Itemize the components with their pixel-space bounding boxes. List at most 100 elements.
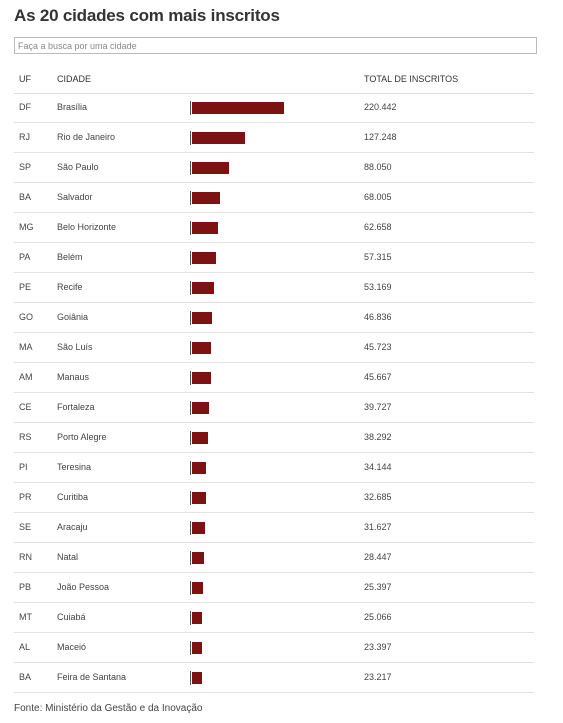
- row-city: Natal: [57, 552, 79, 562]
- table-row: CE Fortaleza 39.727: [14, 393, 534, 423]
- row-city: Porto Alegre: [57, 432, 107, 442]
- table-row: MG Belo Horizonte 62.658: [14, 213, 534, 243]
- row-uf: SE: [19, 522, 32, 532]
- bar: [190, 281, 214, 295]
- header-divider: [14, 93, 534, 94]
- row-total: 53.169: [364, 282, 392, 292]
- bar: [190, 461, 206, 475]
- bar: [190, 251, 216, 265]
- row-uf: PI: [19, 462, 28, 472]
- bar: [190, 401, 209, 415]
- row-city: Salvador: [57, 192, 93, 202]
- table-row: PI Teresina 34.144: [14, 453, 534, 483]
- row-total: 88.050: [364, 162, 392, 172]
- row-uf: MG: [19, 222, 34, 232]
- column-header-city: CIDADE: [57, 74, 92, 84]
- bar: [190, 521, 205, 535]
- row-city: João Pessoa: [57, 582, 110, 592]
- row-uf: PA: [19, 252, 31, 262]
- row-uf: BA: [19, 672, 32, 682]
- table-row: GO Goiânia 46.836: [14, 303, 534, 333]
- bar: [190, 221, 218, 235]
- table-row: SE Aracaju 31.627: [14, 513, 534, 543]
- bar: [190, 311, 212, 325]
- row-uf: CE: [19, 402, 32, 412]
- table-row: RN Natal 28.447: [14, 543, 534, 573]
- row-uf: RJ: [19, 132, 30, 142]
- row-uf: SP: [19, 162, 32, 172]
- row-city: Curitiba: [57, 492, 89, 502]
- bar: [190, 191, 220, 205]
- row-city: Goiânia: [57, 312, 89, 322]
- bar: [190, 671, 202, 685]
- table-row: MA São Luís 45.723: [14, 333, 534, 363]
- table-row: AL Maceió 23.397: [14, 633, 534, 663]
- bar: [190, 161, 229, 175]
- row-city: São Luís: [57, 342, 93, 352]
- row-city: Recife: [57, 282, 83, 292]
- table-row: BA Feira de Santana 23.217: [14, 663, 534, 693]
- row-total: 62.658: [364, 222, 392, 232]
- row-total: 45.667: [364, 372, 392, 382]
- city-table: DF Brasília 220.442 RJ Rio de Janeiro 127.248…: [14, 93, 534, 693]
- row-total: 39.727: [364, 402, 392, 412]
- row-total: 220.442: [364, 102, 397, 112]
- row-total: 31.627: [364, 522, 392, 532]
- row-total: 68.005: [364, 192, 392, 202]
- table-row: RJ Rio de Janeiro 127.248: [14, 123, 534, 153]
- column-header-total: TOTAL DE INSCRITOS: [364, 74, 459, 84]
- row-city: Aracaju: [57, 522, 88, 532]
- row-uf: GO: [19, 312, 34, 322]
- row-uf: PR: [19, 492, 32, 502]
- row-city: Teresina: [57, 462, 92, 472]
- table-row: RS Porto Alegre 38.292: [14, 423, 534, 453]
- row-uf: PB: [19, 582, 32, 592]
- row-city: Fortaleza: [57, 402, 95, 412]
- bar: [190, 551, 204, 565]
- row-city: Manaus: [57, 372, 90, 382]
- bar: [190, 581, 203, 595]
- table-row: DF Brasília 220.442: [14, 93, 534, 123]
- table-row: BA Salvador 68.005: [14, 183, 534, 213]
- row-total: 46.836: [364, 312, 392, 322]
- bar: [190, 611, 202, 625]
- bar: [190, 491, 206, 505]
- row-city: Belo Horizonte: [57, 222, 117, 232]
- table-row: PE Recife 53.169: [14, 273, 534, 303]
- row-total: 45.723: [364, 342, 392, 352]
- table-row: PR Curitiba 32.685: [14, 483, 534, 513]
- table-row: PB João Pessoa 25.397: [14, 573, 534, 603]
- row-uf: AL: [19, 642, 31, 652]
- row-total: 25.066: [364, 612, 392, 622]
- row-total: 23.397: [364, 642, 392, 652]
- row-total: 57.315: [364, 252, 392, 262]
- row-total: 25.397: [364, 582, 392, 592]
- row-total: 127.248: [364, 132, 397, 142]
- row-uf: MA: [19, 342, 33, 352]
- bar: [190, 371, 211, 385]
- bar: [190, 431, 208, 445]
- row-total: 28.447: [364, 552, 392, 562]
- table-row: SP São Paulo 88.050: [14, 153, 534, 183]
- row-uf: RS: [19, 432, 32, 442]
- row-total: 34.144: [364, 462, 392, 472]
- row-city: Belém: [57, 252, 83, 262]
- row-uf: MT: [19, 612, 32, 622]
- row-city: São Paulo: [57, 162, 99, 172]
- row-city: Rio de Janeiro: [57, 132, 116, 142]
- row-uf: PE: [19, 282, 32, 292]
- bar: [190, 101, 284, 115]
- row-city: Feira de Santana: [57, 672, 127, 682]
- bar: [190, 341, 211, 355]
- row-total: 32.685: [364, 492, 392, 502]
- row-total: 23.217: [364, 672, 392, 682]
- table-row: AM Manaus 45.667: [14, 363, 534, 393]
- column-header-uf: UF: [19, 74, 31, 84]
- row-city: Cuiabá: [57, 612, 86, 622]
- search-input[interactable]: [14, 37, 537, 54]
- row-uf: DF: [19, 102, 31, 112]
- bar: [190, 641, 202, 655]
- row-city: Maceió: [57, 642, 87, 652]
- source-note: Fonte: Ministério da Gestão e da Inovaçã…: [14, 703, 203, 714]
